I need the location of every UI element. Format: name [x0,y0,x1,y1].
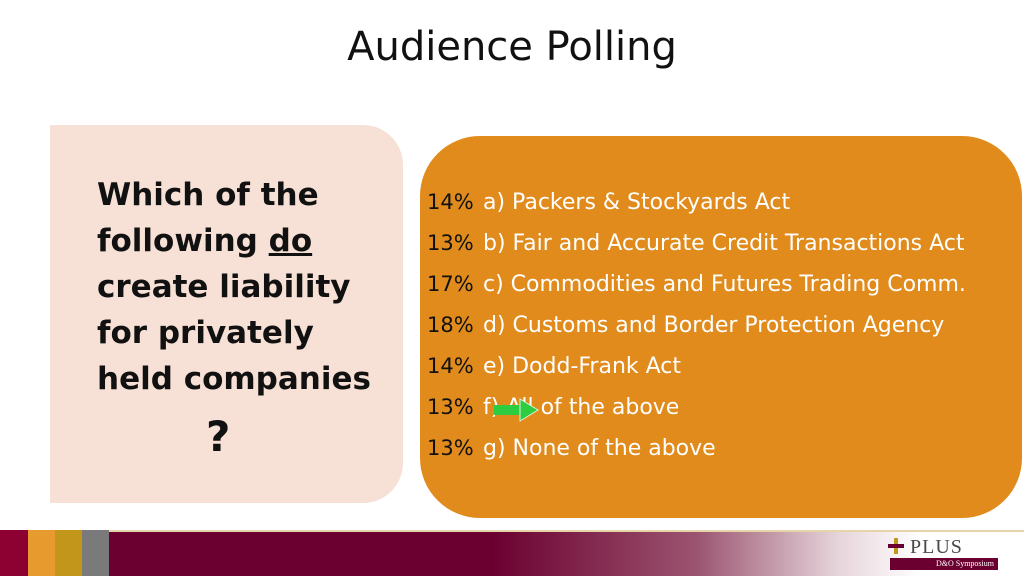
logo-text: PLUS [910,536,963,558]
answer-percent: 13% [427,436,474,460]
footer-swatch [82,530,109,576]
answer-label: c) Commodities and Futures Trading Comm. [483,271,966,297]
question-line-2-prefix: following [97,223,269,259]
answer-label: a) Packers & Stockyards Act [483,189,791,215]
answer-option-a: 14% a) Packers & Stockyards Act [427,182,790,222]
answers-panel [420,136,1022,518]
slide-title: Audience Polling [347,24,677,70]
question-line-3: create liability [97,269,351,305]
answer-option-d: 18% d) Customs and Border Protection Age… [427,305,944,345]
answer-option-g: 13% g) None of the above [427,428,716,468]
green-arrow-icon [494,398,539,422]
answer-percent: 17% [427,272,474,296]
plus-logo: PLUS D&O Symposium [888,536,998,574]
question-mark: ? [206,412,231,461]
answer-percent: 13% [427,395,474,419]
answer-label: d) Customs and Border Protection Agency [483,312,945,338]
footer-bar [0,530,1024,576]
question-line-4: for privately [97,315,314,351]
question-panel [50,125,403,503]
answer-option-c: 17% c) Commodities and Futures Trading C… [427,264,966,304]
footer-swatch [0,530,28,576]
question-line-1: Which of the [97,177,319,213]
answer-percent: 13% [427,231,474,255]
logo-subtext: D&O Symposium [890,558,998,570]
answer-option-f: 13% f) All of the above [427,387,679,427]
footer-divider [0,530,1024,532]
answer-percent: 14% [427,354,474,378]
cross-icon [888,538,904,554]
footer-swatch [28,530,55,576]
answer-percent: 14% [427,190,474,214]
answer-option-e: 14% e) Dodd-Frank Act [427,346,681,386]
footer-swatch [55,530,82,576]
question-text: Which of the following do create liabili… [97,172,387,402]
question-line-5: held companies [97,361,371,397]
answer-percent: 18% [427,313,474,337]
question-emphasis-word: do [268,223,313,259]
answer-label: e) Dodd-Frank Act [483,353,682,379]
question-line-2: following do [97,218,387,264]
answer-option-b: 13% b) Fair and Accurate Credit Transact… [427,223,965,263]
answer-label: g) None of the above [483,435,716,461]
answer-label: b) Fair and Accurate Credit Transactions… [483,230,965,256]
